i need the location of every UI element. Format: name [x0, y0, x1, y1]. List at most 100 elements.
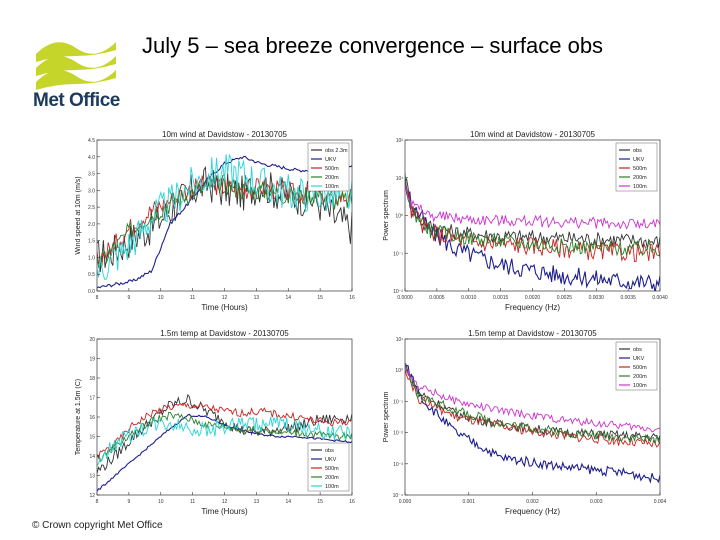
series-line-500m [97, 402, 352, 460]
y-tick-label: 0.0 [88, 289, 95, 295]
legend-box [307, 442, 350, 492]
x-tick-label: 15 [317, 499, 323, 505]
y-tick-label: 18 [89, 376, 95, 382]
x-tick-label: 0.003 [590, 499, 603, 505]
x-tick-label: 12 [222, 295, 228, 301]
legend-label: 200m [325, 475, 339, 481]
x-tick-label: 9 [127, 499, 130, 505]
temp-time-series-chart: 1.5m temp at Davidstow - 20130705 8 9 10 11 1… [75, 329, 355, 516]
x-tick-label: 0.001 [462, 499, 475, 505]
legend-label: 500m [633, 365, 647, 371]
x-tick-label: 11 [190, 499, 195, 505]
x-tick-label: 0.0005 [429, 295, 445, 301]
x-tick-label: 0.004 [654, 499, 667, 505]
series-line-100m [97, 416, 352, 466]
series-line-500m [405, 370, 660, 448]
y-tick-label: 19 [89, 357, 95, 363]
y-tick-label: 14 [89, 454, 95, 460]
x-tick-label: 0.0020 [525, 295, 541, 301]
series-line-500m [405, 182, 660, 262]
y-tick-label: 3.5 [88, 172, 95, 178]
y-tick-label: 1.5 [88, 239, 95, 245]
x-axis-label: Frequency (Hz) [505, 507, 560, 516]
y-tick-label: 10⁻² [393, 431, 403, 437]
legend-label: obs [325, 448, 334, 454]
x-tick-label: 10 [158, 499, 164, 505]
y-tick-label: 10⁰ [395, 368, 403, 374]
y-tick-label: 1.0 [88, 255, 95, 261]
y-tick-label: 17 [89, 396, 95, 402]
series-line-200m [405, 363, 660, 444]
y-tick-label: 0.5 [88, 272, 95, 278]
series-line-ukv [405, 178, 660, 291]
met-office-logo-icon [36, 42, 116, 90]
x-tick-label: 9 [127, 295, 130, 301]
y-tick-label: 13 [89, 474, 95, 480]
series-line-100m [405, 363, 660, 433]
legend-box [307, 142, 350, 192]
legend-label: UKV [325, 457, 337, 463]
x-tick-label: 8 [96, 499, 99, 505]
x-tick-label: 0.0025 [557, 295, 573, 301]
x-tick-label: 0.0040 [652, 295, 668, 301]
y-axis-label: Temperature at 1.5m (C) [75, 379, 82, 455]
chart-title: 1.5m temp at Davidstow - 20130705 [160, 329, 289, 338]
legend-label: obs 2.3m [325, 148, 348, 154]
y-tick-label: 10⁻³ [393, 462, 403, 468]
y-tick-label: 10⁻⁴ [393, 493, 403, 499]
y-tick-label: 4.0 [88, 155, 95, 161]
x-axis-label: Time (Hours) [201, 507, 248, 516]
legend-label: 100m [633, 383, 647, 389]
y-axis-label: Power spectrum [383, 190, 390, 241]
y-tick-label: 10⁻¹ [393, 251, 403, 257]
legend-label: UKV [633, 356, 645, 362]
x-tick-label: 0.0000 [397, 295, 413, 301]
series-line-ukv [97, 413, 352, 492]
y-tick-label: 10⁻¹ [393, 399, 403, 405]
y-tick-label: 2.5 [88, 205, 95, 211]
y-tick-label: 12 [89, 493, 95, 499]
legend-label: 200m [633, 175, 647, 181]
x-tick-label: 0.0030 [589, 295, 605, 301]
wind-time-series-chart: 10m wind at Davidstow - 20130705 8 9 10 11 12… [75, 130, 355, 312]
x-tick-label: 11 [190, 295, 195, 301]
legend-label: 500m [325, 166, 339, 172]
x-tick-label: 16 [349, 499, 355, 505]
legend-label: UKV [633, 157, 645, 163]
legend-box [615, 341, 658, 391]
series-line-100m [405, 183, 660, 230]
x-tick-label: 13 [254, 295, 260, 301]
x-axis-label: Frequency (Hz) [505, 303, 560, 312]
x-tick-label: 0.000 [399, 499, 412, 505]
y-tick-label: 10⁰ [395, 214, 403, 220]
y-tick-label: 10¹ [396, 176, 404, 182]
series-line-200m [97, 411, 352, 463]
legend-label: 500m [325, 466, 339, 472]
y-tick-label: 10² [396, 138, 404, 144]
x-tick-label: 8 [96, 295, 99, 301]
legend-label: 100m [633, 184, 647, 190]
chart-title: 10m wind at Davidstow - 20130705 [162, 130, 288, 139]
chart-title: 10m wind at Davidstow - 20130705 [470, 130, 596, 139]
series-line-200m [405, 172, 660, 257]
legend-label: obs [633, 148, 642, 154]
legend-label: obs [633, 347, 642, 353]
y-tick-label: 15 [89, 435, 95, 441]
copyright-footer: © Crown copyright Met Office [32, 520, 163, 531]
x-tick-label: 14 [285, 499, 291, 505]
legend-label: 200m [633, 374, 647, 380]
y-tick-label: 16 [89, 415, 95, 421]
x-tick-label: 0.0035 [620, 295, 636, 301]
legend-label: 500m [633, 166, 647, 172]
chart-title: 1.5m temp at Davidstow - 20130705 [468, 329, 597, 338]
x-tick-label: 10 [158, 295, 164, 301]
series-line-ukv [405, 364, 660, 484]
y-tick-label: 10⁻² [393, 289, 403, 295]
y-tick-label: 20 [89, 337, 95, 343]
legend-box [615, 142, 658, 192]
x-tick-label: 0.002 [526, 499, 539, 505]
x-tick-label: 0.0015 [493, 295, 509, 301]
temp-power-spectrum-chart: 1.5m temp at Davidstow - 20130705 0.000 0.… [383, 329, 667, 516]
legend-label: 100m [325, 484, 339, 490]
x-tick-label: 15 [317, 295, 323, 301]
